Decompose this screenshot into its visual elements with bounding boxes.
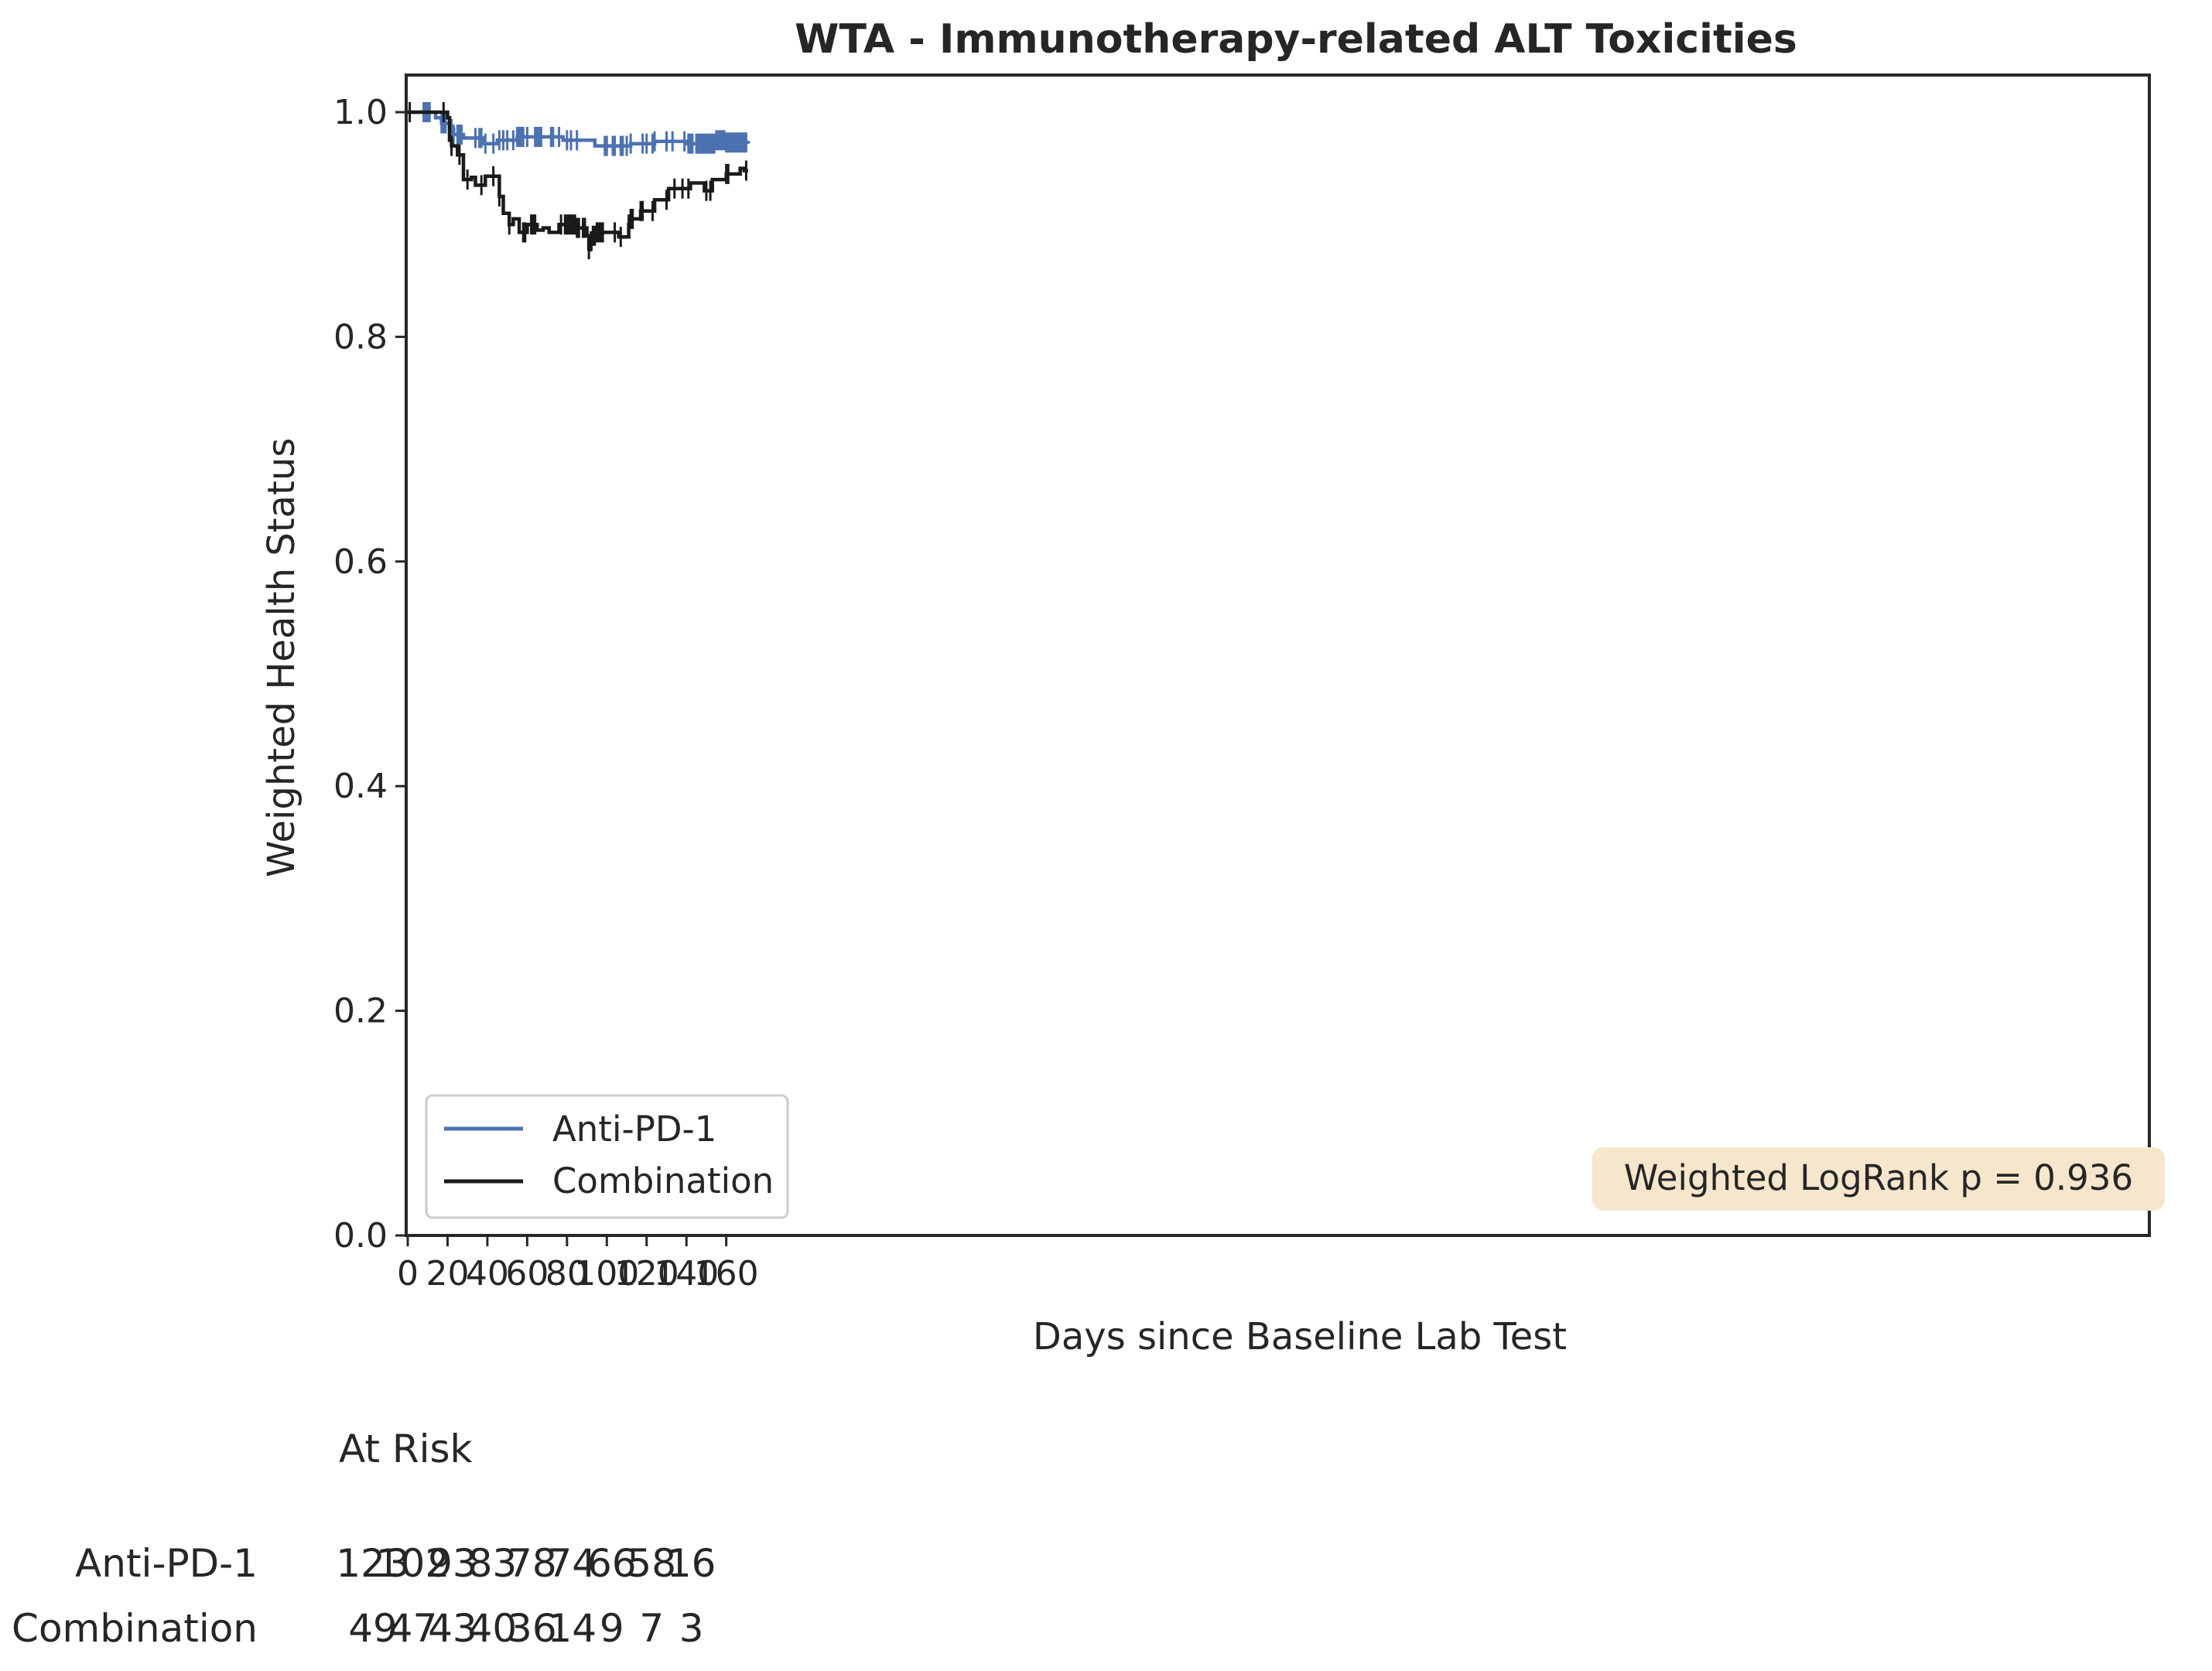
at-risk-table: Anti-PD-1 12310293837874665816Combination… bbox=[12, 1541, 716, 1651]
legend-label-anti-pd-1: Anti-PD-1 bbox=[552, 1109, 716, 1150]
at-risk-count: 58 bbox=[627, 1541, 676, 1586]
logrank-text: Weighted LogRank p = 0.936 bbox=[1624, 1157, 2133, 1198]
at-risk-count: 16 bbox=[667, 1541, 716, 1586]
at-risk-row-label: Anti-PD-1 bbox=[75, 1541, 258, 1586]
at-risk-count: 66 bbox=[587, 1541, 637, 1586]
y-tick-label: 0.6 bbox=[333, 542, 388, 582]
legend-label-combination: Combination bbox=[552, 1160, 774, 1201]
legend-box bbox=[425, 1094, 789, 1219]
series-layer bbox=[408, 102, 750, 260]
logrank-box bbox=[1592, 1147, 2165, 1211]
y-tick-label: 1.0 bbox=[333, 93, 388, 132]
y-axis: 0.0 0.2 0.4 0.6 0.8 1.0 bbox=[333, 93, 406, 1256]
y-tick-label: 0.8 bbox=[333, 317, 388, 357]
at-risk-count: 43 bbox=[428, 1606, 477, 1651]
at-risk-count: 14 bbox=[547, 1606, 597, 1651]
x-tick-label: 140 bbox=[654, 1254, 719, 1293]
x-axis-label: Days since Baseline Lab Test bbox=[1033, 1315, 1567, 1358]
plot-frame bbox=[405, 73, 2151, 1237]
at-risk-count: 40 bbox=[468, 1606, 518, 1651]
logrank-annotation: Weighted LogRank p = 0.936 bbox=[1592, 1147, 2165, 1211]
at-risk-count: 78 bbox=[508, 1541, 557, 1586]
at-risk-header: At Risk bbox=[339, 1427, 473, 1471]
at-risk-count: 83 bbox=[468, 1541, 518, 1586]
y-tick-label: 0.0 bbox=[333, 1216, 388, 1256]
at-risk-count: 3 bbox=[679, 1606, 704, 1651]
at-risk-count: 9 bbox=[600, 1606, 624, 1651]
y-tick-label: 0.2 bbox=[333, 992, 388, 1031]
x-tick-label: 120 bbox=[614, 1254, 679, 1293]
x-tick-label: 100 bbox=[574, 1254, 639, 1293]
at-risk-count: 49 bbox=[348, 1606, 398, 1651]
at-risk-row-label: Combination bbox=[12, 1606, 258, 1651]
chart-title: WTA - Immunotherapy-related ALT Toxiciti… bbox=[795, 16, 1797, 63]
at-risk-count: 102 bbox=[376, 1541, 450, 1586]
at-risk-count: 47 bbox=[388, 1606, 438, 1651]
x-tick-label: 40 bbox=[466, 1254, 509, 1293]
at-risk-count: 74 bbox=[547, 1541, 597, 1586]
x-tick-label: 80 bbox=[545, 1254, 589, 1293]
x-tick-label: 60 bbox=[505, 1254, 549, 1293]
x-tick-label: 0 bbox=[397, 1254, 419, 1293]
at-risk-count: 93 bbox=[428, 1541, 477, 1586]
at-risk-count: 123 bbox=[336, 1541, 409, 1586]
x-tick-label: 20 bbox=[426, 1254, 469, 1293]
at-risk-count: 7 bbox=[639, 1606, 664, 1651]
x-tick-label: 160 bbox=[694, 1254, 759, 1293]
y-tick-label: 0.4 bbox=[333, 767, 388, 806]
at-risk-count: 36 bbox=[508, 1606, 557, 1651]
legend: Anti-PD-1 Combination bbox=[425, 1094, 789, 1219]
y-axis-label: Weighted Health Status bbox=[260, 438, 303, 877]
